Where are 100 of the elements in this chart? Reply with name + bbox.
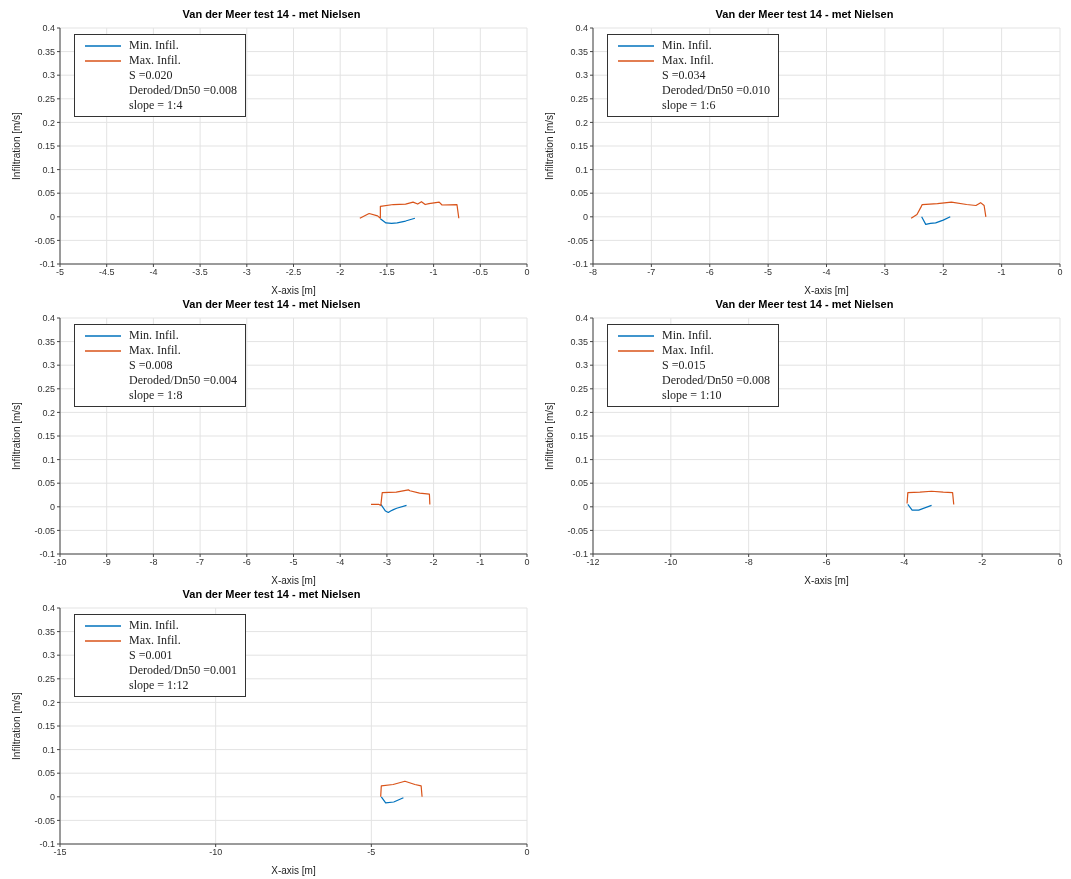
line-series: [370, 489, 431, 506]
y-tick-label: 0.35: [37, 626, 55, 637]
x-tick-label: -5: [289, 557, 298, 568]
x-tick-label: -15: [53, 847, 67, 858]
x-tick-label: -1: [476, 557, 485, 568]
y-tick-label: 0: [582, 501, 588, 512]
x-tick-label: 0: [524, 557, 530, 568]
annotation: slope = 1:12: [129, 678, 190, 693]
x-tick-label: -4: [149, 267, 158, 278]
y-tick-label: 0.15: [37, 141, 55, 152]
x-tick-label: -3: [382, 557, 391, 568]
x-tick-label: -2: [336, 267, 345, 278]
x-tick-label: -0.5: [472, 267, 489, 278]
legend-label: Max. Infil.: [662, 53, 714, 68]
y-tick-label: 0.2: [42, 117, 55, 128]
y-tick-label: 0.35: [37, 336, 55, 347]
y-tick-label: 0.15: [570, 431, 588, 442]
annotation: Deroded/Dn50 =0.008: [129, 83, 238, 98]
x-axis-title: X-axis [m]: [271, 575, 316, 586]
x-tick-label: -8: [149, 557, 158, 568]
line-series: [380, 796, 404, 804]
y-tick-label: 0.1: [42, 454, 55, 465]
y-tick-label: -0.1: [39, 259, 55, 270]
x-axis-title: X-axis [m]: [271, 285, 316, 296]
y-tick-label: 0.2: [575, 117, 588, 128]
annotation: slope = 1:10: [662, 388, 723, 403]
annotation: S =0.034: [662, 68, 707, 83]
y-tick-label: 0.2: [42, 407, 55, 418]
y-tick-label: 0.4: [575, 23, 588, 34]
y-tick-label: -0.1: [39, 549, 55, 560]
line-series: [380, 780, 423, 798]
y-tick-label: 0.3: [575, 360, 588, 371]
y-tick-label: 0.05: [37, 188, 55, 199]
y-tick-label: 0.1: [42, 164, 55, 175]
y-tick-label: -0.1: [572, 549, 588, 560]
annotation: S =0.001: [129, 648, 174, 663]
x-axis-title: X-axis [m]: [804, 575, 849, 586]
y-tick-label: 0.05: [570, 478, 588, 489]
x-tick-label: -5: [367, 847, 376, 858]
x-tick-label: -2: [939, 267, 948, 278]
x-tick-label: -8: [588, 267, 598, 278]
y-tick-label: 0: [49, 212, 55, 222]
y-tick-label: 0.15: [37, 431, 55, 442]
x-tick-label: -4: [900, 557, 909, 568]
chart-title: Van der Meer test 14 - met Nielsen: [714, 298, 895, 312]
y-tick-label: 0.25: [570, 383, 588, 394]
y-tick-label: 0.25: [37, 94, 55, 104]
y-tick-label: 0.3: [42, 360, 55, 371]
x-tick-label: -3: [880, 267, 889, 278]
x-tick-label: 0: [1057, 267, 1063, 278]
x-tick-label: -5: [764, 267, 773, 278]
x-tick-label: -9: [102, 557, 111, 568]
y-tick-label: -0.05: [567, 235, 588, 246]
x-tick-label: -12: [586, 557, 600, 568]
annotation: S =0.008: [129, 358, 174, 373]
y-tick-label: 0.25: [570, 94, 588, 104]
y-tick-label: 0.25: [37, 383, 55, 394]
y-tick-label: 0.1: [575, 454, 588, 465]
x-tick-label: -8: [744, 557, 753, 568]
x-axis-title: X-axis [m]: [804, 285, 849, 296]
annotation: slope = 1:8: [129, 388, 184, 403]
y-tick-label: -0.05: [567, 525, 588, 536]
y-tick-label: 0.35: [570, 336, 588, 347]
legend-label: Min. Infil.: [662, 38, 712, 53]
x-tick-label: -3.5: [192, 267, 208, 278]
annotation: slope = 1:6: [662, 98, 717, 113]
y-tick-label: 0.3: [42, 650, 55, 661]
x-tick-label: -10: [53, 557, 67, 568]
legend-label: Max. Infil.: [129, 53, 181, 68]
x-tick-label: -2: [978, 557, 987, 568]
y-tick-label: 0.4: [42, 23, 55, 34]
y-tick-label: 0.4: [42, 313, 55, 324]
annotation: Deroded/Dn50 =0.008: [662, 373, 771, 388]
y-tick-label: 0.15: [570, 141, 588, 152]
x-tick-label: 0: [524, 267, 530, 278]
x-tick-label: 0: [524, 847, 530, 858]
y-tick-label: 0.1: [575, 164, 588, 175]
x-tick-label: -6: [822, 557, 831, 568]
x-tick-label: -6: [242, 557, 251, 568]
y-tick-label: 0: [49, 501, 55, 512]
annotation: Deroded/Dn50 =0.001: [129, 663, 238, 678]
x-tick-label: -10: [664, 557, 678, 568]
y-axis-title: Infiltration [m/s]: [10, 111, 22, 180]
chart-title: Van der Meer test 14 - met Nielsen: [181, 8, 362, 22]
y-tick-label: 0.05: [570, 188, 588, 199]
y-tick-label: 0.15: [37, 721, 55, 732]
legend-label: Min. Infil.: [129, 328, 179, 343]
x-tick-label: -1: [997, 267, 1006, 278]
y-tick-label: -0.1: [572, 259, 588, 270]
x-axis-title: X-axis [m]: [271, 865, 316, 876]
y-tick-label: -0.05: [34, 815, 55, 826]
annotation: S =0.020: [129, 68, 174, 83]
y-tick-label: -0.1: [39, 839, 55, 850]
line-series: [906, 490, 955, 506]
x-tick-label: -4: [822, 267, 831, 278]
chart-title: Van der Meer test 14 - met Nielsen: [181, 588, 362, 602]
line-series: [921, 216, 951, 225]
y-axis-title: Infiltration [m/s]: [10, 401, 22, 470]
x-tick-label: 0: [1057, 557, 1063, 568]
y-tick-label: 0.1: [42, 744, 55, 755]
